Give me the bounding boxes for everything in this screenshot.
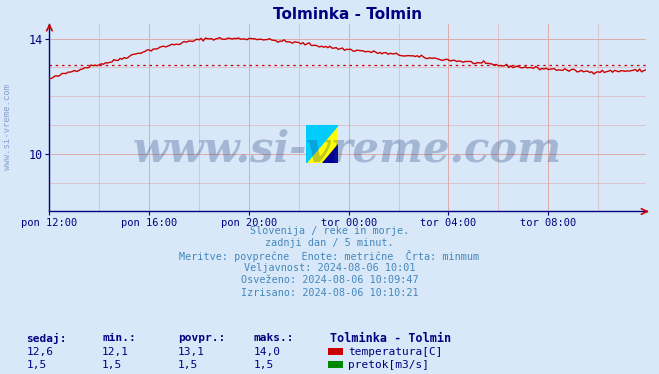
Text: Tolminka - Tolmin: Tolminka - Tolmin [330,332,451,345]
Title: Tolminka - Tolmin: Tolminka - Tolmin [273,7,422,22]
Polygon shape [322,144,338,163]
Text: povpr.:: povpr.: [178,334,225,343]
Text: Izrisano: 2024-08-06 10:10:21: Izrisano: 2024-08-06 10:10:21 [241,288,418,298]
Text: 13,1: 13,1 [178,347,205,356]
Text: 1,5: 1,5 [102,360,123,370]
Text: 12,1: 12,1 [102,347,129,356]
Text: Slovenija / reke in morje.: Slovenija / reke in morje. [250,226,409,236]
Text: 1,5: 1,5 [26,360,47,370]
Text: Veljavnost: 2024-08-06 10:01: Veljavnost: 2024-08-06 10:01 [244,263,415,273]
Text: 1,5: 1,5 [178,360,198,370]
Text: pretok[m3/s]: pretok[m3/s] [348,360,429,370]
Text: sedaj:: sedaj: [26,333,67,344]
Text: maks.:: maks.: [254,334,294,343]
Text: 12,6: 12,6 [26,347,53,356]
Text: www.si-vreme.com: www.si-vreme.com [3,84,13,170]
Text: 14,0: 14,0 [254,347,281,356]
Text: Meritve: povprečne  Enote: metrične  Črta: minmum: Meritve: povprečne Enote: metrične Črta:… [179,249,480,262]
Text: zadnji dan / 5 minut.: zadnji dan / 5 minut. [265,238,394,248]
Text: min.:: min.: [102,334,136,343]
Polygon shape [306,125,338,163]
Text: temperatura[C]: temperatura[C] [348,347,442,356]
Text: 1,5: 1,5 [254,360,274,370]
Text: Osveženo: 2024-08-06 10:09:47: Osveženo: 2024-08-06 10:09:47 [241,275,418,285]
Text: www.si-vreme.com: www.si-vreme.com [133,129,562,171]
